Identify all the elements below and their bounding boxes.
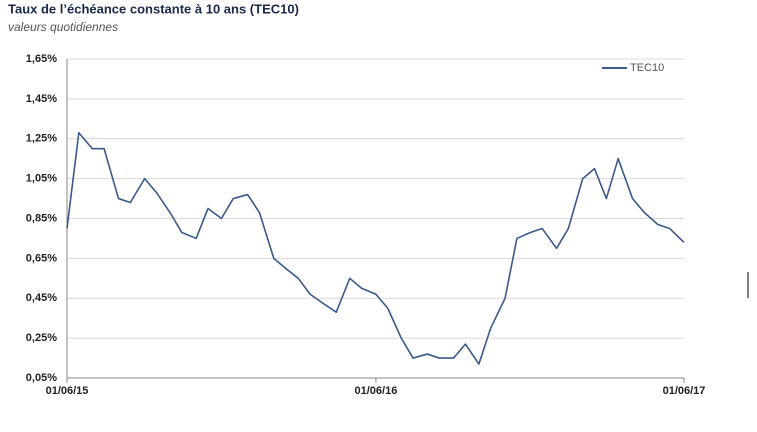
y-tick-label: 0,05%: [26, 372, 57, 384]
y-tick-label: 1,45%: [26, 93, 57, 105]
x-tick-label: 01/06/15: [46, 385, 89, 397]
y-tick-label: 0,25%: [26, 332, 57, 344]
y-tick-label: 1,65%: [26, 53, 57, 65]
x-tick-label: 01/06/17: [663, 385, 706, 397]
x-tick-label: 01/06/16: [355, 385, 398, 397]
y-tick-label: 0,45%: [26, 292, 57, 304]
y-tick-label: 0,85%: [26, 212, 57, 224]
chart-subtitle: valeurs quotidiennes: [8, 20, 118, 34]
y-tick-label: 0,65%: [26, 252, 57, 264]
y-tick-label: 1,05%: [26, 173, 57, 185]
y-tick-label: 1,25%: [26, 133, 57, 145]
legend-label: TEC10: [630, 62, 664, 74]
data-line: [66, 131, 685, 365]
chart-title: Taux de l’échéance constante à 10 ans (T…: [8, 1, 299, 16]
